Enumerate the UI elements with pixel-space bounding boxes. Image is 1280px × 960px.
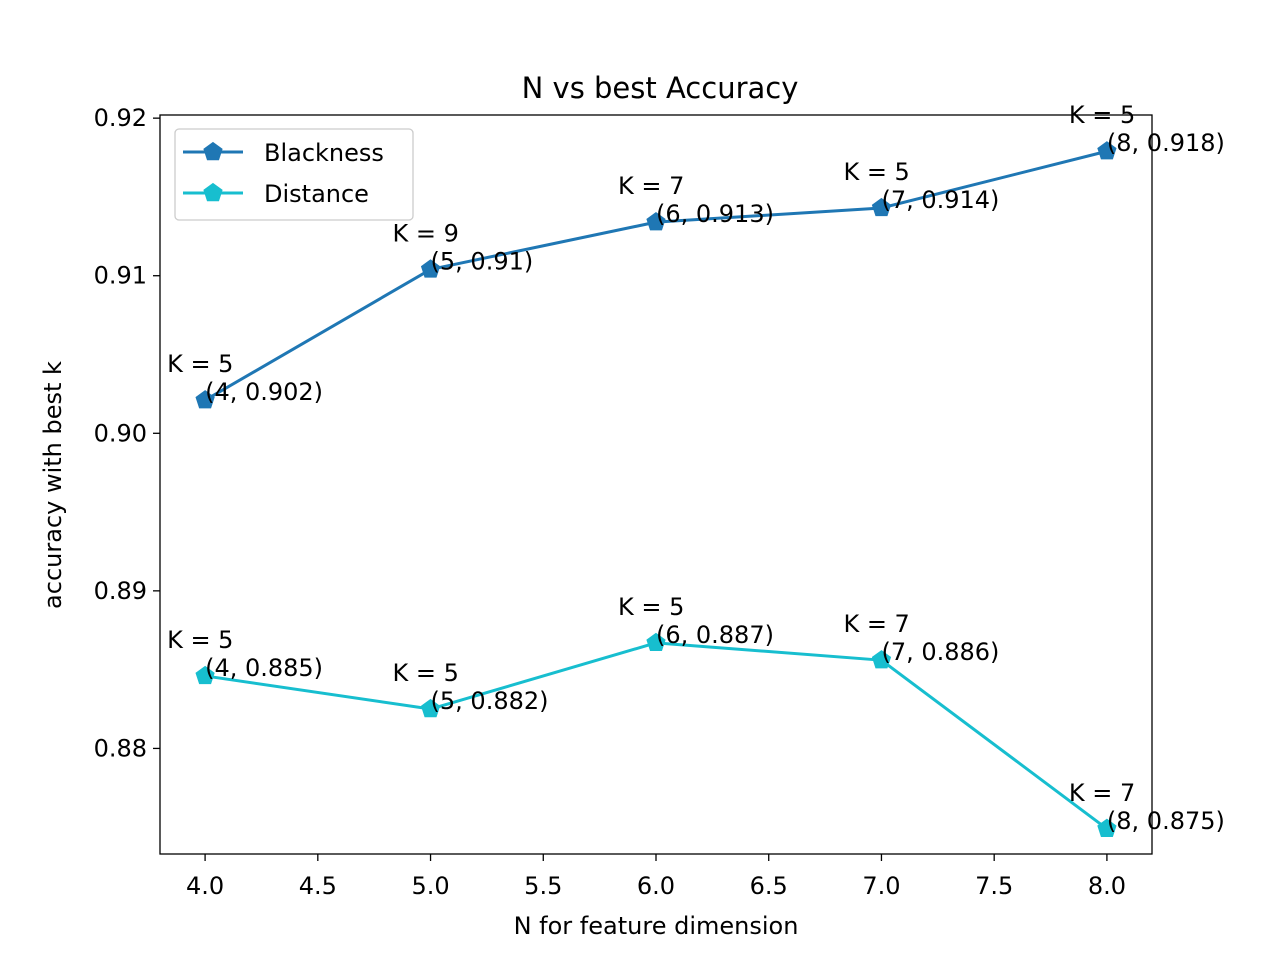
k-label-distance: K = 5 bbox=[618, 593, 684, 621]
plot-area: K = 5(4, 0.902)K = 9(5, 0.91)K = 7(6, 0.… bbox=[159, 101, 1225, 855]
k-label-blackness: K = 7 bbox=[618, 172, 684, 200]
x-tick-label: 5.5 bbox=[524, 872, 562, 900]
k-label-blackness: K = 9 bbox=[393, 219, 459, 247]
legend: Blackness Distance bbox=[174, 128, 414, 221]
x-tick-label: 5.0 bbox=[411, 872, 449, 900]
k-label-distance: K = 7 bbox=[1069, 779, 1135, 807]
point-label-blackness: (7, 0.914) bbox=[881, 186, 999, 214]
point-label-distance: (8, 0.875) bbox=[1107, 807, 1225, 835]
point-label-blackness: (4, 0.902) bbox=[205, 378, 323, 406]
legend-label-blackness: Blackness bbox=[264, 139, 384, 167]
k-label-distance: K = 5 bbox=[393, 659, 459, 687]
y-tick-label: 0.92 bbox=[94, 104, 147, 132]
y-tick-label: 0.88 bbox=[94, 734, 147, 762]
y-axis-label: accuracy with best k bbox=[39, 361, 67, 609]
k-label-blackness: K = 5 bbox=[167, 350, 233, 378]
chart-title: N vs best Accuracy bbox=[522, 71, 799, 105]
legend-label-distance: Distance bbox=[264, 180, 369, 208]
x-tick-label: 6.5 bbox=[750, 872, 788, 900]
data-point-blackness bbox=[195, 390, 215, 409]
point-label-distance: (4, 0.885) bbox=[205, 654, 323, 682]
data-point-blackness bbox=[646, 212, 666, 231]
k-label-blackness: K = 5 bbox=[843, 158, 909, 186]
x-axis-ticks: 4.0 4.5 5.0 5.5 6.0 6.5 7.0 7.5 8.0 bbox=[186, 854, 1126, 900]
data-point-blackness bbox=[420, 259, 441, 278]
series-layer bbox=[195, 141, 1117, 837]
data-point-distance bbox=[646, 632, 666, 652]
x-tick-label: 4.0 bbox=[186, 872, 224, 900]
data-point-blackness bbox=[871, 197, 892, 217]
point-label-blackness: (6, 0.913) bbox=[656, 200, 774, 228]
data-point-blackness bbox=[1097, 141, 1117, 160]
point-label-distance: (7, 0.886) bbox=[881, 638, 999, 666]
x-tick-label: 7.5 bbox=[975, 872, 1013, 900]
legend-marker-blackness bbox=[203, 141, 223, 161]
x-tick-label: 4.5 bbox=[299, 872, 337, 900]
k-label-distance: K = 7 bbox=[843, 610, 909, 638]
y-tick-label: 0.91 bbox=[94, 262, 147, 290]
legend-marker-distance bbox=[203, 182, 223, 202]
point-label-blackness: (5, 0.91) bbox=[431, 247, 534, 275]
data-point-distance bbox=[195, 665, 215, 685]
x-tick-label: 7.0 bbox=[862, 872, 900, 900]
point-label-distance: (5, 0.882) bbox=[431, 687, 549, 715]
annotation-layer: K = 5(4, 0.902)K = 9(5, 0.91)K = 7(6, 0.… bbox=[167, 101, 1225, 835]
data-point-distance bbox=[1097, 818, 1117, 837]
y-tick-label: 0.90 bbox=[94, 419, 147, 447]
point-label-distance: (6, 0.887) bbox=[656, 621, 774, 649]
data-point-distance bbox=[871, 650, 892, 669]
x-tick-label: 8.0 bbox=[1088, 872, 1126, 900]
x-axis-label: N for feature dimension bbox=[514, 912, 799, 940]
k-label-distance: K = 5 bbox=[167, 626, 233, 654]
y-axis-ticks: 0.88 0.89 0.90 0.91 0.92 bbox=[94, 104, 160, 762]
point-label-blackness: (8, 0.918) bbox=[1107, 129, 1225, 157]
x-tick-label: 6.0 bbox=[637, 872, 675, 900]
y-tick-label: 0.89 bbox=[94, 577, 147, 605]
data-point-distance bbox=[420, 698, 441, 718]
